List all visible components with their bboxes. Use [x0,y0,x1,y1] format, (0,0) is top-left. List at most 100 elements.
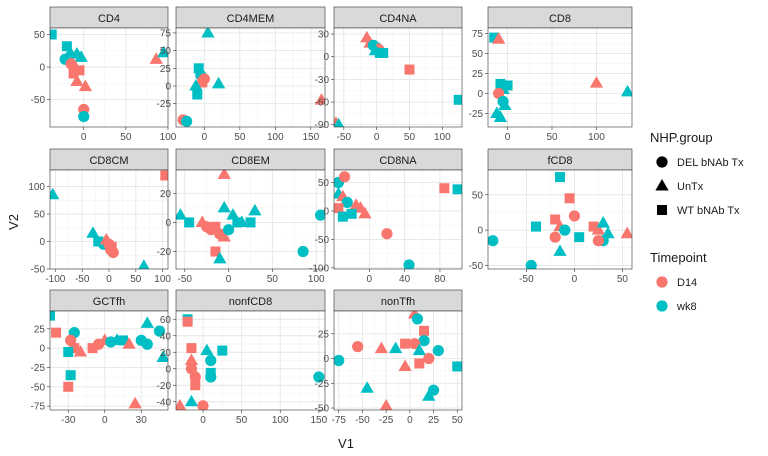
data-point [493,110,508,122]
y-tick-label: 25 [160,64,172,75]
facet-panel: fCD8 -50 0 50 -50 0 50 [469,148,633,285]
data-point [346,208,357,219]
y-tick-label: 40 [160,331,172,342]
data-point [360,381,374,393]
data-point [217,170,231,179]
data-point [245,217,256,228]
data-point [352,341,364,353]
x-tick-label: 100 [434,132,451,143]
data-point [564,193,575,204]
data-point [122,337,136,349]
points-layer [488,172,632,269]
x-tick-label: -50 [178,274,193,285]
data-point [181,115,193,127]
data-point [217,229,231,242]
data-point [334,354,345,367]
data-point [423,352,435,365]
data-point [553,244,567,256]
x-tick-label: 0 [407,415,413,426]
x-tick-label: 50 [404,132,416,143]
data-point [69,343,80,354]
data-point [502,80,513,91]
x-tick-label: 100 [160,132,177,143]
y-tick-label: -60 [315,98,330,109]
data-point [200,343,214,356]
legend-title: Timepoint [650,250,707,265]
facet-title: nonfCD8 [229,296,272,308]
y-tick-label: -25 [469,109,484,120]
facet-title: nonTfh [381,296,415,308]
y-tick-label: 60 [160,315,172,326]
y-tick-label: 50 [160,46,172,57]
y-tick-label: 0 [165,218,171,229]
data-point [601,226,615,239]
legend-key-circle [656,156,668,168]
panel-border [175,169,326,270]
points-layer [176,314,325,410]
facet-title: CD4NA [379,13,417,25]
y-tick-label: 0 [323,206,329,217]
x-tick-label: -100 [45,274,65,285]
data-point [596,216,610,228]
y-tick-label: -100 [309,263,329,274]
legend: NHP.group DEL bNAb Tx UnTx WT bNAb Tx Timepo… [650,130,744,313]
y-tick-label: -75 [31,402,46,413]
data-point [226,208,240,220]
data-point [488,235,499,247]
facet-panels: CD4 0 50 100 -50 0 50 CD4MEM 0 50 100 150 -25 0 25 50 75… [28,6,633,426]
y-tick-label: 0 [39,63,45,74]
legend-key-square [657,205,667,215]
data-point [620,226,632,239]
data-point [555,172,565,183]
x-tick-label: 150 [310,415,327,426]
data-point [378,47,389,58]
x-tick-label: 25 [428,415,440,426]
data-point [422,389,436,401]
y-tick-label: 20 [160,189,172,200]
data-point [50,311,55,321]
panel-border [175,27,326,128]
legend-key-color [656,300,668,312]
x-tick-label: 0 [572,274,578,285]
y-tick-label: -40 [157,397,172,408]
data-point [419,325,430,336]
x-tick-label: 100 [154,274,171,285]
x-tick-label: -50 [355,415,370,426]
x-tick-label: 0 [200,415,206,426]
data-point [452,361,462,372]
x-tick-label: 150 [302,132,319,143]
data-point [489,32,500,43]
data-point [184,217,195,228]
data-point [408,338,421,350]
panel-border [333,27,463,128]
x-tick-label: 50 [267,274,279,285]
data-point [550,214,561,225]
data-point [157,45,168,58]
y-tick-label: 25 [318,329,330,340]
data-point [117,335,128,346]
y-tick-label: 75 [160,28,172,39]
y-tick-label: 0 [477,89,483,100]
data-point [358,206,372,219]
y-tick-label: -50 [31,95,46,106]
y-tick-label: -25 [157,99,172,110]
facet-title: fCD8 [547,155,572,167]
y-tick-label: 100 [28,182,45,193]
data-point [248,203,262,216]
data-point [549,231,561,243]
data-point [568,210,581,222]
data-point [193,63,204,74]
data-point [222,224,235,236]
x-tick-label: 100 [267,132,284,143]
data-point [620,84,632,97]
data-point [432,345,444,357]
y-tick-label: 50 [472,49,484,60]
facet-panel: CD4NA -50 0 50 100 -90 -60 -30 0 30 [315,6,463,143]
y-tick-label: -20 [157,381,172,392]
data-point [184,394,199,407]
facet-title: CD8 [549,13,571,25]
points-layer [334,311,462,410]
data-point [128,396,142,409]
